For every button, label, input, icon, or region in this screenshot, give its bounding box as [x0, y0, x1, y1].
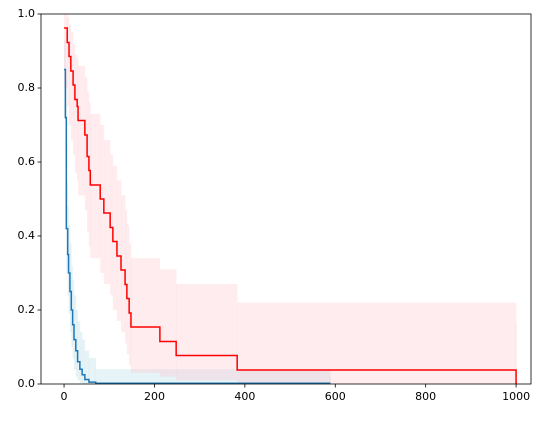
confidence-band — [71, 265, 73, 347]
x-tick-label: 1000 — [502, 390, 530, 403]
confidence-band — [95, 369, 331, 384]
confidence-band — [159, 269, 177, 377]
confidence-band — [66, 180, 68, 273]
x-tick-label: 800 — [415, 390, 436, 403]
confidence-band — [176, 284, 238, 381]
confidence-band — [78, 65, 86, 196]
confidence-band — [126, 224, 130, 355]
y-tick-label: 0.6 — [18, 155, 36, 168]
y-tick-label: 0.2 — [18, 303, 36, 316]
x-tick-label: 200 — [144, 390, 165, 403]
y-tick-label: 0.0 — [18, 377, 36, 390]
confidence-band — [84, 350, 90, 384]
confidence-band — [121, 195, 126, 333]
survival-line — [64, 27, 517, 384]
confidence-band — [237, 302, 517, 384]
confidence-band — [69, 25, 72, 126]
confidence-band — [70, 32, 74, 140]
confidence-band — [77, 321, 81, 381]
x-tick-label: 0 — [61, 390, 68, 403]
confidence-band — [130, 258, 161, 373]
confidence-band — [75, 310, 78, 377]
confidence-band — [116, 180, 122, 322]
y-tick-label: 0.8 — [18, 81, 36, 94]
confidence-band — [103, 139, 111, 285]
confidence-band — [112, 165, 118, 310]
confidence-band — [110, 154, 114, 296]
x-tick-label: 600 — [325, 390, 346, 403]
confidence-band — [84, 76, 88, 211]
y-tick-label: 1.0 — [18, 7, 36, 20]
y-tick-label: 0.4 — [18, 229, 36, 242]
confidence-band — [90, 113, 101, 259]
confidence-band — [88, 358, 96, 384]
confidence-band — [68, 224, 71, 314]
confidence-band — [64, 14, 68, 88]
confidence-band — [79, 332, 83, 383]
confidence-band — [125, 210, 128, 344]
confidence-band — [72, 280, 75, 359]
plot-frame — [40, 13, 532, 385]
x-tick-label: 400 — [234, 390, 255, 403]
confidence-band — [67, 17, 70, 107]
confidence-band — [73, 295, 77, 370]
survival-line — [64, 68, 331, 385]
confidence-band — [69, 243, 72, 333]
confidence-band — [74, 54, 78, 174]
confidence-band — [87, 91, 90, 233]
confidence-band — [129, 243, 132, 366]
confidence-band — [82, 339, 86, 384]
confidence-band — [73, 43, 76, 155]
